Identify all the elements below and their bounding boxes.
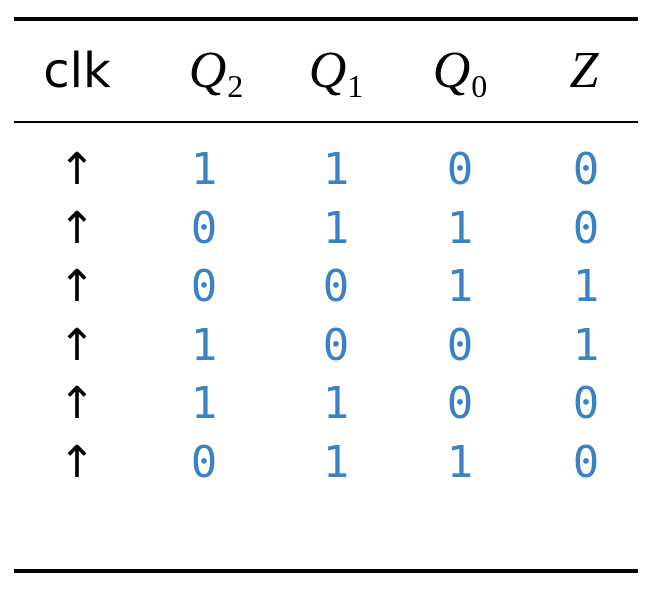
header-clk: clk (12, 36, 142, 106)
header-q2-subscript: 2 (227, 68, 244, 104)
clock-edge-icon: ↑ (58, 378, 96, 429)
cell-q2: 1 (190, 144, 218, 195)
header-clk-label: clk (43, 43, 111, 99)
cell-z: 0 (572, 436, 600, 488)
header-q0-subscript: 0 (471, 68, 488, 104)
cell-q2: 1 (190, 319, 218, 371)
header-q0-label: Q (432, 42, 471, 99)
cell-z: 1 (572, 261, 600, 312)
cell-q1: 1 (322, 144, 350, 195)
cell-q1: 1 (322, 378, 350, 429)
header-z-label: Z (569, 42, 599, 99)
cell-q2: 1 (190, 378, 218, 429)
clock-edge-icon: ↑ (58, 144, 96, 195)
header-q1-label: Q (308, 42, 347, 99)
cell-q1: 1 (322, 202, 350, 254)
cell-q2: 0 (190, 261, 218, 312)
cell-q0: 0 (446, 378, 474, 429)
header-q0: Q0 (395, 36, 525, 106)
header-q2-label: Q (188, 42, 227, 99)
cell-q0: 1 (446, 436, 474, 488)
cell-q0: 1 (446, 202, 474, 254)
top-rule (14, 17, 638, 21)
cell-q1: 1 (322, 436, 350, 488)
cell-q2: 0 (190, 202, 218, 254)
header-rule (14, 121, 638, 123)
cell-q0: 0 (446, 144, 474, 195)
header-q1: Q1 (271, 36, 401, 106)
cell-q0: 1 (446, 261, 474, 312)
cell-z: 0 (572, 144, 600, 195)
clock-edge-icon: ↑ (58, 261, 96, 312)
cell-q2: 0 (190, 436, 218, 488)
header-q1-subscript: 1 (347, 68, 364, 104)
cell-q1: 0 (322, 261, 350, 312)
bottom-rule (14, 569, 638, 573)
cell-q0: 0 (446, 319, 474, 371)
cell-z: 1 (572, 319, 600, 371)
clock-edge-icon: ↑ (58, 319, 96, 371)
clock-edge-icon: ↑ (58, 202, 96, 254)
header-q2: Q2 (151, 36, 281, 106)
cell-z: 0 (572, 202, 600, 254)
cell-q1: 0 (322, 319, 350, 371)
cell-z: 0 (572, 378, 600, 429)
header-z: Z (519, 36, 649, 106)
clock-edge-icon: ↑ (58, 436, 96, 488)
